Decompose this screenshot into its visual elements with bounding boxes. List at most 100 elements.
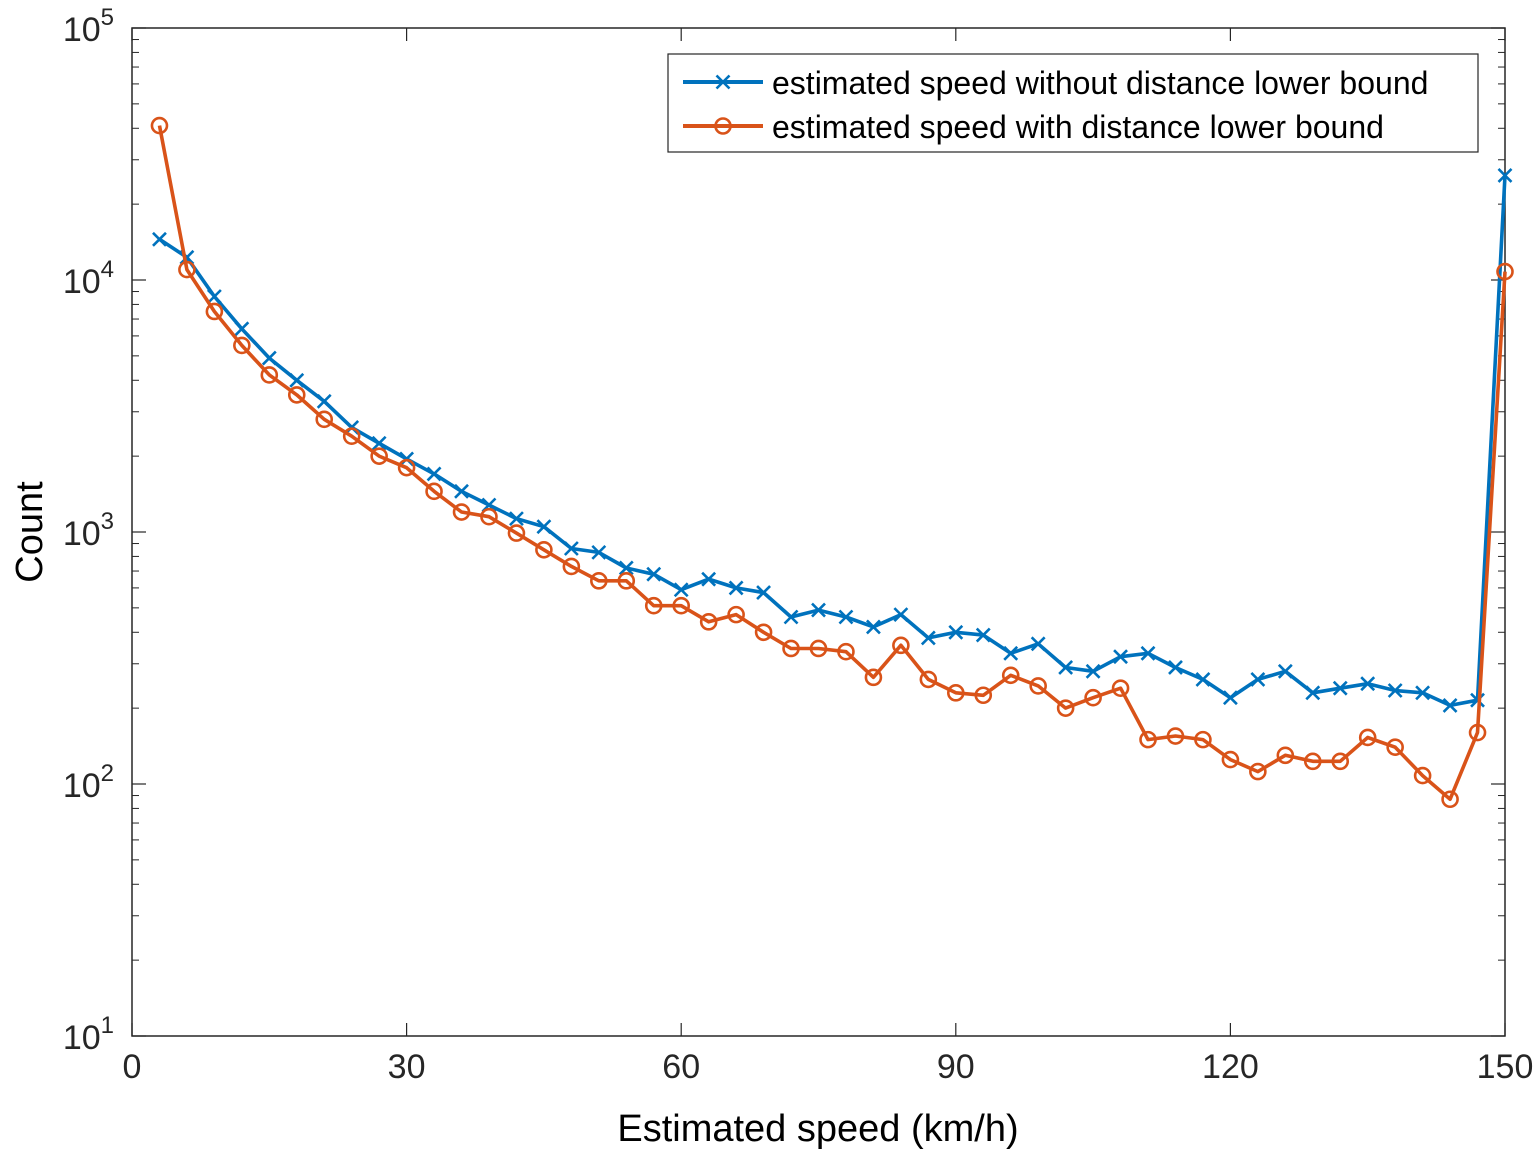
series-2-point bbox=[974, 686, 993, 705]
series-1-point bbox=[563, 541, 579, 556]
series-1-point bbox=[1140, 645, 1156, 661]
series-2-point bbox=[1084, 688, 1102, 707]
series-2-point bbox=[342, 427, 361, 445]
series-2-point bbox=[1221, 750, 1240, 769]
series-2-point bbox=[1413, 766, 1432, 785]
series-1-point bbox=[893, 607, 909, 623]
series-2-point bbox=[1276, 746, 1295, 765]
series-2-point bbox=[480, 507, 498, 526]
series-2-point bbox=[754, 623, 773, 642]
y-tick-label: 102 bbox=[63, 760, 114, 805]
x-tick-label: 30 bbox=[388, 1048, 426, 1086]
series-2-point bbox=[562, 557, 581, 576]
series-2-point bbox=[370, 447, 388, 465]
y-tick-label: 104 bbox=[63, 256, 114, 301]
y-tick-label: 105 bbox=[63, 4, 114, 49]
legend-marker-glyph bbox=[715, 74, 731, 90]
series-2-point bbox=[452, 503, 471, 521]
legend-label-series-2: estimated speed with distance lower boun… bbox=[772, 109, 1384, 145]
legend-label-series-1: estimated speed without distance lower b… bbox=[772, 65, 1428, 101]
legend-marker-series-2 bbox=[714, 117, 732, 135]
series-2-point bbox=[617, 572, 636, 590]
series-2-point bbox=[1001, 666, 1020, 685]
series-2-point bbox=[1358, 728, 1377, 747]
x-tick-label: 120 bbox=[1202, 1048, 1259, 1086]
series-2 bbox=[150, 116, 1514, 809]
series-2-point bbox=[1139, 730, 1157, 749]
series-1-point bbox=[591, 544, 607, 560]
series-1-point bbox=[975, 627, 991, 643]
series-2-point bbox=[1194, 730, 1212, 749]
series-1-point bbox=[1168, 660, 1183, 675]
series-2-line bbox=[157, 125, 1507, 802]
legend: estimated speed without distance lower b… bbox=[667, 53, 1479, 153]
series-2-point bbox=[1056, 699, 1075, 717]
series-1-point bbox=[1442, 698, 1458, 713]
legend-marker-series-1 bbox=[715, 74, 731, 90]
series-1-point bbox=[1222, 690, 1238, 706]
series-1-point bbox=[1250, 672, 1266, 687]
series-1-point bbox=[728, 580, 744, 596]
series-2-point bbox=[590, 572, 608, 590]
plot-area bbox=[131, 27, 1506, 1037]
series-2-point bbox=[1331, 752, 1350, 771]
series-2-point bbox=[1166, 727, 1185, 745]
series-1-point bbox=[206, 289, 222, 304]
legend-box bbox=[667, 53, 1479, 153]
series-1-point bbox=[1332, 680, 1348, 696]
series-1-point bbox=[1387, 683, 1403, 698]
series-2-point bbox=[809, 639, 828, 658]
series-2-point bbox=[892, 636, 910, 655]
series-1-point bbox=[1470, 692, 1485, 708]
series-1-point bbox=[866, 619, 881, 635]
x-tick-label: 150 bbox=[1477, 1048, 1534, 1086]
series-1-point bbox=[1195, 672, 1211, 687]
x-tick-label: 60 bbox=[662, 1048, 700, 1086]
series-1-point bbox=[1003, 645, 1019, 661]
series-1-point bbox=[948, 624, 964, 640]
x-tick-label: 90 bbox=[937, 1048, 975, 1086]
series-2-point bbox=[287, 386, 306, 404]
series-2-point bbox=[1029, 677, 1047, 695]
series-1-point bbox=[920, 630, 936, 646]
series-1-point bbox=[701, 571, 717, 587]
series-1-point bbox=[673, 582, 689, 598]
series-1-point bbox=[1085, 663, 1101, 679]
series-2-point bbox=[1468, 723, 1487, 742]
series-2-point bbox=[727, 605, 745, 624]
y-tick-label: 101 bbox=[63, 1012, 114, 1057]
x-axis: 0 30 60 90 120 150 bbox=[123, 28, 1534, 1086]
series-1-line bbox=[158, 175, 1507, 708]
series-1-point bbox=[811, 602, 826, 618]
series-2-point bbox=[1303, 752, 1322, 771]
x-axis-label: Estimated speed (km/h) bbox=[617, 1108, 1018, 1150]
series-2-point bbox=[1386, 738, 1404, 756]
series-2-point bbox=[946, 684, 965, 702]
series-2-point bbox=[1441, 790, 1459, 809]
series-1-point bbox=[1497, 168, 1513, 183]
series-1-point bbox=[1058, 660, 1074, 675]
series-2-point bbox=[150, 116, 169, 135]
series-1-point bbox=[646, 566, 662, 582]
series-1-point bbox=[838, 609, 854, 625]
series-2-point bbox=[1111, 679, 1130, 697]
series-1-point bbox=[756, 585, 771, 600]
series-1-point bbox=[1415, 685, 1431, 701]
series-2-point bbox=[864, 668, 883, 687]
series-2-point bbox=[1249, 762, 1267, 781]
series-2-point bbox=[233, 336, 251, 355]
series-1-point bbox=[1113, 649, 1128, 665]
series-2-point bbox=[1496, 262, 1514, 281]
series-1-point bbox=[618, 560, 634, 576]
series-2-point bbox=[782, 639, 800, 658]
series-2-point bbox=[205, 302, 224, 321]
y-tick-label: 103 bbox=[63, 508, 114, 553]
series-1-point bbox=[289, 372, 305, 388]
series-1-point bbox=[234, 321, 250, 337]
series-2-point bbox=[919, 670, 938, 689]
series-2-point bbox=[397, 458, 416, 477]
y-axis-label: Count bbox=[9, 481, 51, 583]
series-2-point bbox=[507, 524, 526, 542]
series-1-point bbox=[316, 393, 332, 409]
